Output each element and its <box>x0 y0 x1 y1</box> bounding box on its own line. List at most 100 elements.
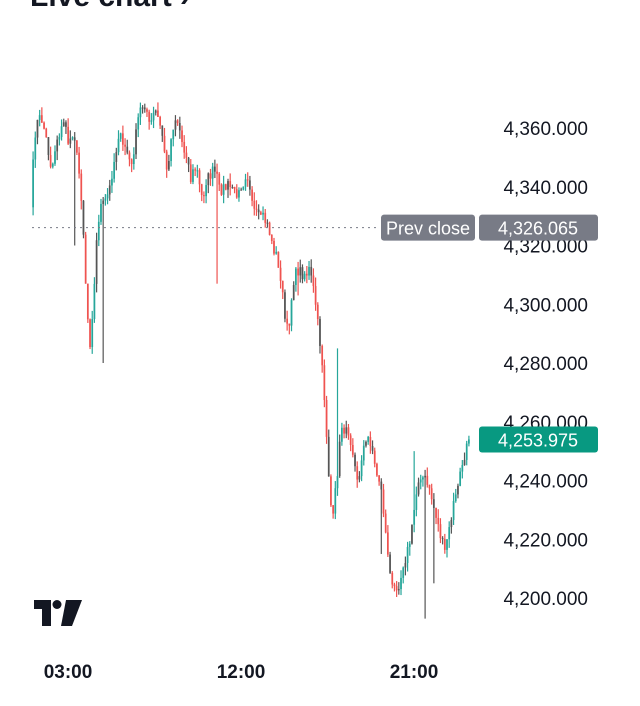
candle <box>323 359 326 408</box>
candle <box>461 460 464 479</box>
candle <box>380 478 383 554</box>
candle <box>406 541 409 572</box>
candle <box>122 125 124 151</box>
candle-body <box>448 527 451 540</box>
candle-body <box>143 107 146 110</box>
candle-body <box>240 189 243 191</box>
candle-body <box>450 519 453 528</box>
candle-body <box>345 427 348 434</box>
candle <box>441 536 444 545</box>
candle-body <box>235 189 238 198</box>
candle <box>139 102 142 125</box>
candle-body <box>441 538 444 540</box>
candle-body <box>424 475 426 478</box>
candle <box>382 483 385 518</box>
candle <box>448 521 451 548</box>
candle-body <box>71 137 74 139</box>
candle-body <box>286 318 289 324</box>
candle <box>231 184 234 189</box>
candle <box>378 475 380 486</box>
candle <box>314 277 317 311</box>
candle <box>415 486 418 517</box>
candle-body <box>365 441 367 446</box>
candle <box>264 209 267 228</box>
candle-body <box>378 475 380 482</box>
candle <box>78 146 80 179</box>
candle-body <box>56 139 59 152</box>
candle-body <box>428 484 431 489</box>
candle <box>165 149 168 178</box>
candle <box>163 127 166 154</box>
prev-close-label: Prev close <box>386 219 470 239</box>
candle <box>349 433 352 452</box>
candle-body <box>97 221 100 241</box>
candle <box>233 186 236 194</box>
candle <box>111 170 113 193</box>
candle-body <box>358 476 361 480</box>
candle-body <box>277 251 280 268</box>
candle-body <box>384 513 387 533</box>
candle <box>347 423 350 440</box>
candle <box>430 483 433 505</box>
candle-body <box>170 139 172 162</box>
candle-body <box>347 427 350 436</box>
candle <box>279 260 282 289</box>
candle-body <box>338 441 341 477</box>
candle <box>126 139 129 155</box>
candle-body <box>354 454 356 467</box>
candle-body <box>146 109 148 112</box>
candle <box>58 133 61 146</box>
candle <box>69 130 72 149</box>
candle <box>240 187 243 191</box>
candle-body <box>238 190 240 198</box>
candle-body <box>270 234 273 241</box>
candle-body <box>297 268 299 276</box>
candle-body <box>301 267 304 280</box>
candle <box>273 237 275 256</box>
candle-body <box>159 116 161 126</box>
candle <box>119 132 122 142</box>
candle <box>295 267 297 292</box>
candle <box>73 132 76 246</box>
candle-body <box>69 138 72 144</box>
candle <box>270 234 273 245</box>
chart-title[interactable]: Live chart › <box>30 0 190 14</box>
candle <box>465 440 468 466</box>
candle-body <box>38 115 41 120</box>
candle <box>187 156 190 173</box>
candle-body <box>115 152 118 162</box>
candle <box>185 146 188 164</box>
candle <box>104 194 107 206</box>
candle-body <box>249 180 251 190</box>
candle-body <box>386 532 389 555</box>
candle <box>408 541 411 556</box>
candle <box>161 125 164 142</box>
candle <box>376 462 378 477</box>
candle <box>181 125 183 148</box>
candle-body <box>194 169 197 171</box>
candle <box>303 271 306 282</box>
candle <box>76 139 78 156</box>
candle-body <box>288 323 291 326</box>
candle <box>266 219 269 228</box>
candle <box>54 145 56 166</box>
candle-body <box>124 144 126 147</box>
candle-body <box>430 488 433 500</box>
candle <box>310 259 313 283</box>
candle-body <box>76 140 78 153</box>
candle-body <box>411 524 413 544</box>
candle-body <box>341 427 343 442</box>
candle <box>393 582 396 592</box>
candle <box>332 505 335 519</box>
candle <box>336 348 339 496</box>
x-tick-label: 12:00 <box>217 662 266 683</box>
candle <box>40 107 43 123</box>
more-menu-icon[interactable]: · <box>568 0 575 8</box>
candle-body <box>419 479 422 483</box>
candle <box>174 115 177 137</box>
candle <box>334 481 337 520</box>
candle-body <box>443 538 446 550</box>
candle-body <box>207 173 210 186</box>
candle-body <box>67 126 70 144</box>
